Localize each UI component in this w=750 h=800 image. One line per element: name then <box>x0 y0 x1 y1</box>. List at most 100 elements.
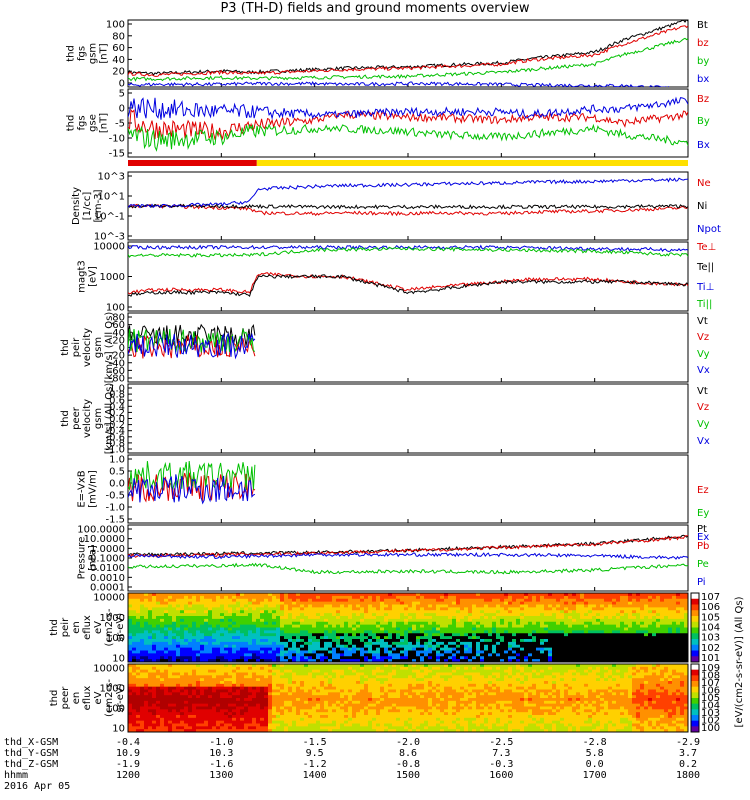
heatmap-cell <box>448 616 453 620</box>
heatmap-cell <box>324 700 329 705</box>
heatmap-cell <box>652 613 657 617</box>
heatmap-cell <box>356 636 361 640</box>
heatmap-cell <box>368 624 373 628</box>
heatmap-cell <box>300 675 305 679</box>
heatmap-cell <box>548 627 553 631</box>
heatmap-cell <box>224 621 229 626</box>
heatmap-cell <box>448 627 453 631</box>
heatmap-cell <box>312 709 317 713</box>
heatmap-cell <box>536 630 541 634</box>
heatmap-cell <box>280 678 285 682</box>
heatmap-cell <box>636 627 641 631</box>
series-line-Ni <box>128 203 688 210</box>
heatmap-cell <box>336 698 341 702</box>
heatmap-cell <box>664 636 669 640</box>
heatmap-cell <box>600 633 605 637</box>
heatmap-cell <box>472 633 477 637</box>
heatmap-cell <box>164 703 169 707</box>
heatmap-cell <box>484 633 489 637</box>
heatmap-cell <box>188 692 193 696</box>
heatmap-cell <box>284 604 289 608</box>
heatmap-cell <box>272 621 277 626</box>
heatmap-cell <box>256 647 261 651</box>
heatmap-cell <box>544 653 549 657</box>
heatmap-cell <box>200 712 205 716</box>
heatmap-cell <box>488 595 493 600</box>
heatmap-cell <box>308 616 313 620</box>
heatmap-cell <box>516 616 521 620</box>
heatmap-cell <box>248 723 253 727</box>
heatmap-cell <box>396 593 401 597</box>
heatmap-cell <box>392 627 397 631</box>
heatmap-cell <box>580 613 585 617</box>
heatmap-cell <box>180 621 185 626</box>
heatmap-cell <box>636 598 641 603</box>
heatmap-cell <box>388 656 393 660</box>
heatmap-cell <box>420 656 425 660</box>
ylabel-line: fgs <box>77 115 88 130</box>
heatmap-cell <box>212 639 217 643</box>
heatmap-cell <box>536 598 541 603</box>
heatmap-cell <box>220 729 225 733</box>
heatmap-cell <box>556 639 561 643</box>
heatmap-cell <box>200 681 205 685</box>
legend-entry-bx: bx <box>697 74 709 85</box>
heatmap-cell <box>428 630 433 634</box>
heatmap-cell <box>160 633 165 637</box>
heatmap-cell <box>136 630 141 634</box>
heatmap-cell <box>472 607 477 611</box>
heatmap-cell <box>204 664 209 668</box>
heatmap-cell <box>568 607 573 611</box>
heatmap-cell <box>264 706 269 710</box>
heatmap-cell <box>392 601 397 605</box>
heatmap-cell <box>196 675 201 679</box>
heatmap-cell <box>508 613 513 617</box>
heatmap-cell <box>268 695 273 699</box>
heatmap-cell <box>668 613 673 617</box>
heatmap-cell <box>604 653 609 657</box>
heatmap-cell <box>204 639 209 643</box>
heatmap-cell <box>292 656 297 660</box>
heatmap-cell <box>168 664 173 668</box>
heatmap-cell <box>684 630 689 634</box>
heatmap-cell <box>160 709 165 713</box>
heatmap-cell <box>572 630 577 634</box>
heatmap-cell <box>376 656 381 660</box>
heatmap-cell <box>616 641 621 646</box>
ytick-label-5-3: 20 <box>112 335 125 346</box>
heatmap-cell <box>324 656 329 660</box>
heatmap-cell <box>644 650 649 654</box>
heatmap-cell <box>140 593 145 597</box>
heatmap-cell <box>684 613 689 617</box>
heatmap-cell <box>476 595 481 600</box>
heatmap-cell <box>352 595 357 600</box>
heatmap-cell <box>436 636 441 640</box>
heatmap-cell <box>164 664 169 668</box>
heatmap-cell <box>380 610 385 614</box>
heatmap-cell <box>192 717 197 722</box>
heatmap-cell <box>452 618 457 623</box>
heatmap-cell <box>400 650 405 654</box>
heatmap-cell <box>140 675 145 679</box>
heatmap-cell <box>232 692 237 696</box>
heatmap-cell <box>416 598 421 603</box>
heatmap-cell <box>284 669 289 673</box>
heatmap-cell <box>496 641 501 646</box>
heatmap-cell <box>156 709 161 713</box>
heatmap-cell <box>304 618 309 623</box>
heatmap-cell <box>360 610 365 614</box>
heatmap-cell <box>460 604 465 608</box>
heatmap-cell <box>300 681 305 685</box>
heatmap-cell <box>216 672 221 676</box>
heatmap-cell <box>348 669 353 673</box>
heatmap-cell <box>560 650 565 654</box>
heatmap-cell <box>176 715 181 719</box>
heatmap-cell <box>196 641 201 646</box>
heatmap-cell <box>440 641 445 646</box>
heatmap-cell <box>492 639 497 643</box>
heatmap-cell <box>544 627 549 631</box>
heatmap-cell <box>176 639 181 643</box>
heatmap-cell <box>148 647 153 651</box>
legend-entry-by: by <box>697 56 709 67</box>
heatmap-cell <box>496 653 501 657</box>
